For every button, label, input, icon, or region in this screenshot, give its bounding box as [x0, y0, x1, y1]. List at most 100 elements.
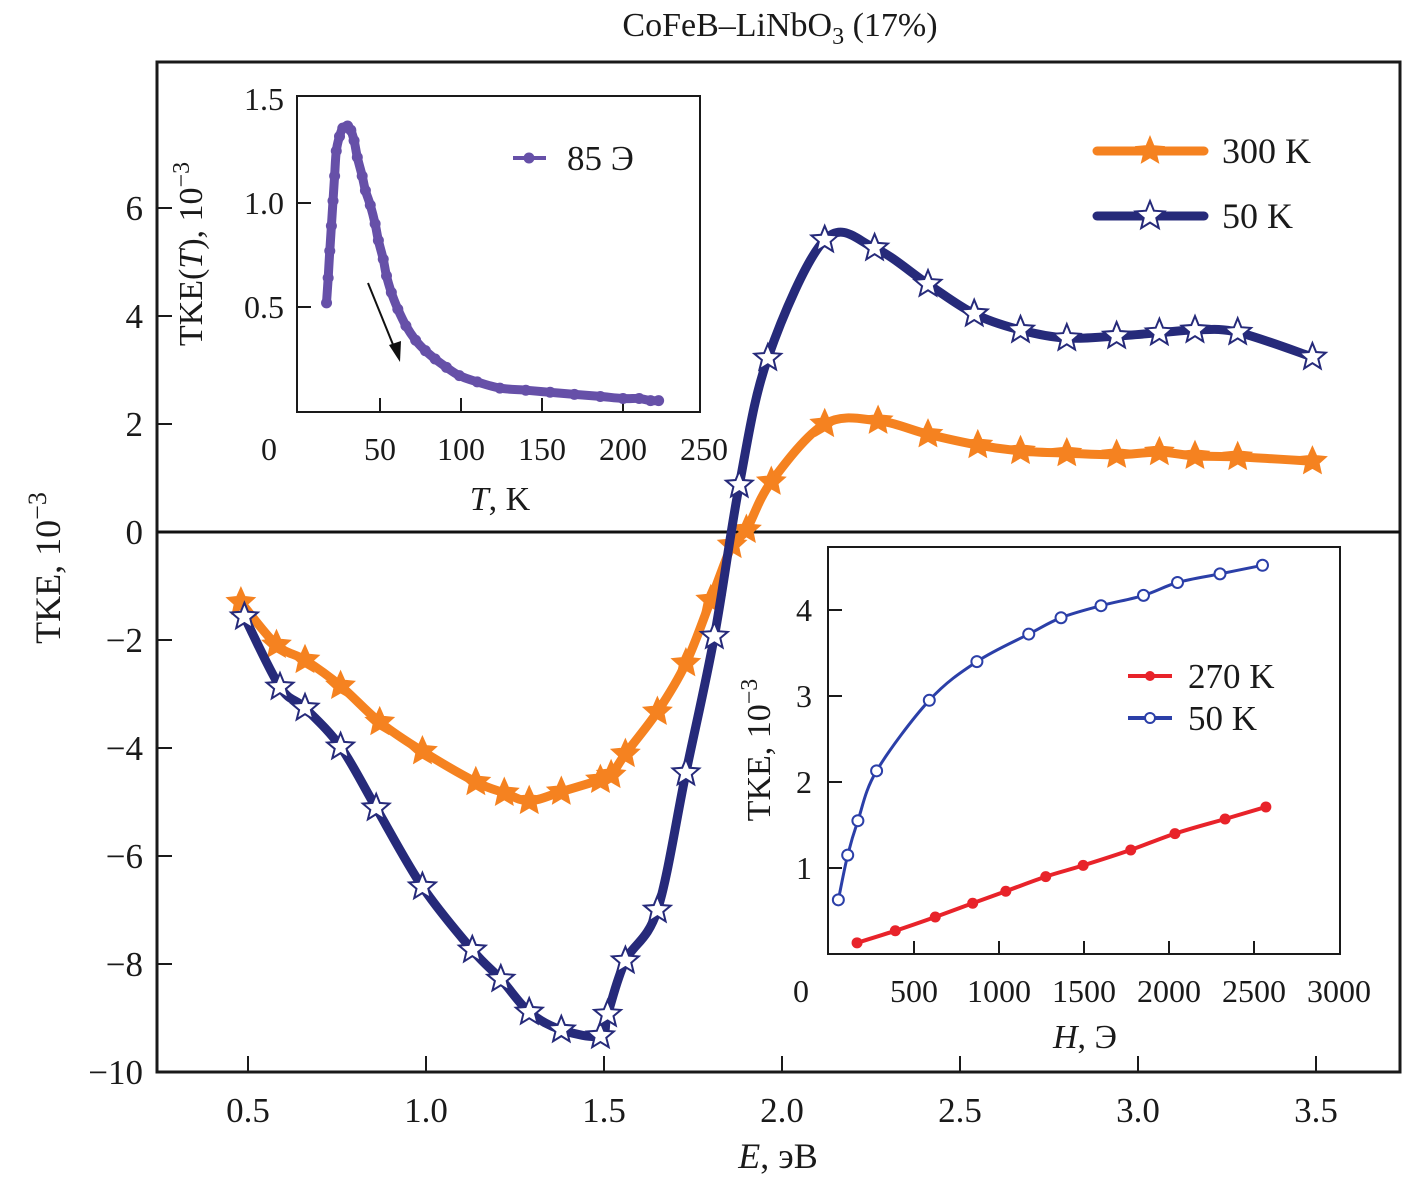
- inset-data-point-50k: [1213, 567, 1227, 581]
- inset-field-x-tick-label: 500: [890, 973, 938, 1009]
- main-y-tick-label: 0: [126, 513, 144, 552]
- data-point-50k: [609, 944, 642, 975]
- inset-field-x-axis-label: H, Э: [1052, 1019, 1117, 1056]
- data-point-50k: [324, 730, 357, 761]
- inset-data-point-270k: [1169, 828, 1181, 840]
- inset-temperature-x-tick-label: 200: [599, 431, 647, 467]
- data-point-85oe: [348, 135, 360, 147]
- main-x-tick-label: 0.5: [226, 1091, 270, 1130]
- legend-marker-270k: [1145, 671, 1155, 681]
- data-point-300k: [862, 404, 894, 434]
- data-point-85oe: [440, 361, 452, 373]
- main-plot-frame: [155, 60, 1402, 1074]
- data-point-85oe: [429, 353, 441, 365]
- data-point-300k: [595, 758, 627, 789]
- data-point-50k: [289, 691, 321, 722]
- data-point-85oe: [359, 185, 371, 197]
- inset-data-point-50k: [851, 814, 865, 828]
- data-point-50k: [484, 962, 517, 993]
- data-point-300k: [912, 418, 944, 448]
- data-point-300k: [407, 734, 438, 765]
- data-point-50k: [1296, 340, 1329, 371]
- main-y-axis: −10 −8 −6 −4 −2 0 2 4 6: [88, 189, 172, 1092]
- data-point-50k: [1143, 316, 1176, 347]
- data-point-300k: [488, 776, 520, 807]
- legend-item-50k: 50 K: [1092, 196, 1293, 236]
- data-point-300k: [755, 465, 787, 495]
- data-point-85oe: [385, 286, 397, 298]
- inset-data-point-50k: [970, 655, 984, 669]
- inset-field-x-tick-label: 2000: [1137, 973, 1201, 1009]
- data-point-85oe: [392, 303, 404, 315]
- inset-temperature-y-axis: 0.5 1.0 1.5: [244, 81, 311, 325]
- data-point-85oe: [400, 320, 412, 332]
- data-point-50k: [1221, 315, 1254, 346]
- inset-data-point-270k: [929, 911, 941, 923]
- data-point-50k: [1100, 319, 1133, 350]
- inset-temperature-y-tick-label: 0.5: [244, 289, 284, 325]
- inset-data-point-50k: [922, 693, 936, 707]
- inset-data-point-270k: [1077, 859, 1089, 871]
- inset-temperature-legend: 85 Э: [513, 139, 634, 178]
- data-point-300k: [1179, 439, 1211, 470]
- inset-temperature-x-tick-label: 0: [261, 431, 277, 467]
- data-point-50k: [1004, 313, 1037, 344]
- legend-item-50k-inset: 50 K: [1128, 699, 1257, 738]
- inset-field-legend: 270 K 50 K: [1128, 657, 1275, 738]
- data-point-50k: [1179, 313, 1211, 344]
- data-point-50k: [228, 600, 261, 631]
- data-point-85oe: [345, 124, 357, 136]
- inset-data-point-50k: [1171, 575, 1184, 589]
- main-y-tick-label: 4: [126, 297, 144, 336]
- data-point-50k: [958, 297, 991, 328]
- data-point-300k: [1101, 438, 1133, 468]
- data-point-85oe: [471, 376, 483, 388]
- inset-temperature-frame: [296, 95, 701, 413]
- data-point-300k: [460, 765, 492, 796]
- inset-temperature-x-tick-label: 100: [437, 431, 485, 467]
- inset-temperature: 0 50 100 150 200 250 0.5 1.0 1.5 85 Э T, K TKE(…: [169, 81, 728, 518]
- inset-data-point-270k: [967, 897, 979, 909]
- data-point-85oe: [372, 234, 384, 246]
- inset-data-point-270k: [1040, 871, 1052, 883]
- main-y-tick-label: −4: [106, 729, 143, 768]
- inset-temperature-y-tick-label: 1.5: [244, 81, 284, 117]
- main-x-tick-label: 1.0: [404, 1091, 448, 1130]
- data-point-85oe: [322, 272, 334, 284]
- inset-data-point-270k: [1260, 801, 1272, 813]
- inset-data-point-50k: [1256, 558, 1269, 572]
- inset-temperature-x-tick-label: 250: [680, 431, 728, 467]
- main-x-axis: 0.5 1.0 1.5 2.0 2.5 3.0 3.5: [226, 1056, 1338, 1130]
- inset-field-x-tick-label: 1000: [967, 973, 1031, 1009]
- main-x-axis-label: E, эB: [737, 1136, 817, 1176]
- data-point-300k: [325, 669, 356, 700]
- inset-field-x-tick-label: 2500: [1222, 973, 1286, 1009]
- data-point-300k: [962, 428, 994, 459]
- inset-field-x-tick-label: 3000: [1307, 973, 1371, 1009]
- inset-field: 0 500 1000 1500 2000 2500 3000 1 2 3 4 270 K 50 K…: [737, 546, 1371, 1056]
- data-point-85oe: [356, 170, 368, 182]
- inset-field-x-tick-label: 1500: [1052, 973, 1116, 1009]
- inset-field-x-tick-label: 0: [793, 973, 809, 1009]
- main-y-tick-label: 2: [126, 405, 144, 444]
- data-point-300k: [1143, 435, 1175, 466]
- data-point-85oe: [369, 218, 381, 230]
- inset-data-point-50k: [870, 764, 884, 778]
- legend-label-50k-inset: 50 K: [1188, 699, 1257, 738]
- data-point-50k: [591, 997, 624, 1028]
- main-y-tick-label: −8: [106, 945, 143, 984]
- data-point-50k: [912, 267, 944, 298]
- data-point-85oe: [633, 393, 645, 405]
- legend-star-open-icon: [1133, 198, 1167, 231]
- data-point-85oe: [617, 393, 629, 405]
- data-point-85oe: [321, 297, 333, 309]
- inset-field-x-axis: 0 500 1000 1500 2000 2500 3000: [793, 941, 1371, 1009]
- inset-temperature-x-tick-label: 150: [518, 431, 566, 467]
- data-point-50k: [808, 223, 841, 254]
- data-point-300k: [1051, 436, 1083, 467]
- inset-data-point-270k: [889, 925, 901, 937]
- inset-temperature-x-axis: 0 50 100 150 200 250: [261, 398, 728, 467]
- data-point-50k: [723, 468, 756, 499]
- chart-title: CoFeB–LiNbO3 (17%): [622, 7, 937, 50]
- inset-field-series: [831, 558, 1272, 949]
